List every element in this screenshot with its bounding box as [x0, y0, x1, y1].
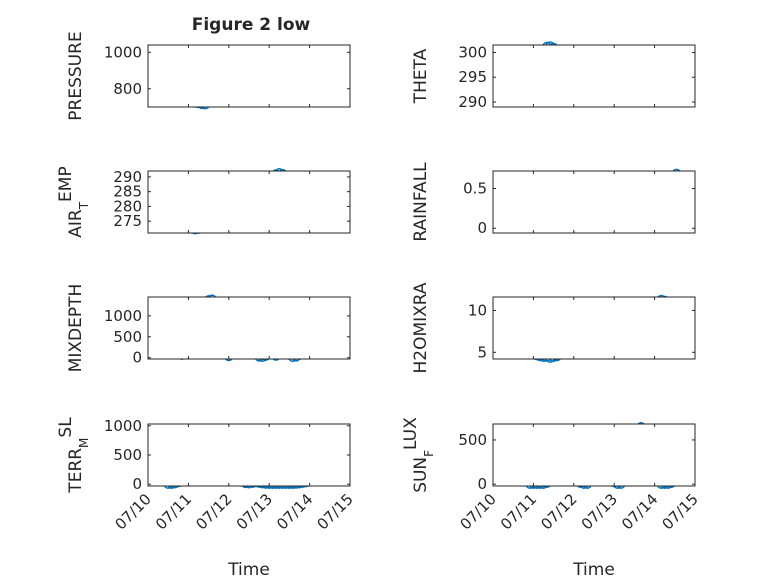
y-tick-label: 285: [113, 183, 142, 201]
y-tick-label: 5: [477, 343, 487, 361]
axes-box: [492, 296, 696, 360]
y-tick-label: 300: [458, 43, 487, 61]
y-tick-label: 290: [458, 93, 487, 111]
y-tick-label: 0: [132, 475, 142, 493]
subplot-rainfall: 0 0.5 RAINFALL: [411, 162, 696, 242]
y-tick-label: 500: [113, 328, 142, 346]
y-tick-label: 500: [113, 446, 142, 464]
y-tick-label: 800: [113, 80, 142, 98]
y-tick-label: 280: [113, 197, 142, 215]
subplot-theta: 290 295 300 THETA: [411, 41, 696, 111]
y-tick-label: 1000: [104, 417, 142, 435]
y-axis-label: PRESSURE: [66, 31, 86, 120]
subplot-h2omixra: 5 10 H2OMIXRA: [411, 282, 696, 374]
y-tick-label: 0: [132, 349, 142, 367]
subplot-mixdepth: 0 500 1000 MIXDEPTH: [66, 284, 351, 373]
axes-box: [492, 170, 696, 234]
axes-box: [147, 170, 351, 234]
y-tick-label: 1000: [104, 43, 142, 61]
axes-box: [492, 423, 696, 487]
y-axis-label: SUNFLUX: [401, 417, 436, 493]
figure-title: Figure 2 low: [192, 15, 311, 35]
y-tick-label: 0.5: [463, 179, 487, 197]
axes-box: [147, 44, 351, 108]
y-tick-label: 10: [468, 301, 487, 319]
y-tick-label: 0: [477, 219, 487, 237]
y-tick-label: 1000: [104, 307, 142, 325]
y-tick-label: 290: [113, 168, 142, 186]
y-axis-label: TERRMSL: [56, 417, 91, 494]
y-tick-label: 0: [477, 475, 487, 493]
y-axis-label: H2OMIXRA: [411, 282, 431, 373]
x-axis-label: Time: [227, 560, 270, 580]
subplot-pressure: 800 1000 PRESSURE: [66, 31, 351, 121]
subplot-sun-flux: 050007/1007/1107/1207/1307/1407/15TimeSU…: [401, 417, 702, 580]
y-tick-label: 500: [458, 431, 487, 449]
y-axis-label: RAINFALL: [411, 162, 431, 242]
axes-box: [147, 296, 351, 360]
y-axis-label: THETA: [411, 48, 431, 104]
y-tick-label: 295: [458, 68, 487, 86]
axes-box: [492, 44, 696, 108]
y-tick-label: 275: [113, 212, 142, 230]
axes-box: [147, 423, 351, 487]
x-axis-label: Time: [572, 560, 615, 580]
y-axis-label: MIXDEPTH: [66, 284, 86, 373]
y-axis-label: AIRTEMP: [56, 166, 91, 237]
